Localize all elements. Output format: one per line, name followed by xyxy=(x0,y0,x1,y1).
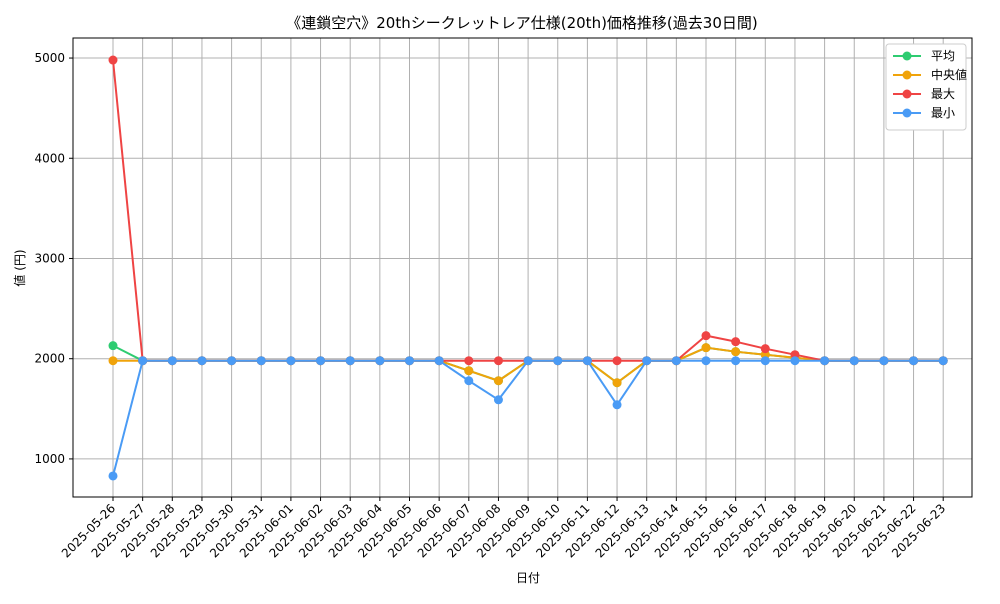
data-point-2 xyxy=(612,356,622,366)
data-point-3 xyxy=(731,356,741,366)
data-point-3 xyxy=(879,356,889,366)
data-point-1 xyxy=(493,376,503,386)
data-point-3 xyxy=(820,356,830,366)
series-group xyxy=(108,55,948,481)
y-tick-label: 4000 xyxy=(34,151,65,165)
legend-marker-1 xyxy=(902,70,912,80)
data-point-3 xyxy=(790,356,800,366)
data-point-3 xyxy=(434,356,444,366)
data-point-2 xyxy=(701,331,711,341)
data-point-2 xyxy=(731,337,741,347)
data-point-1 xyxy=(612,378,622,388)
data-point-3 xyxy=(197,356,207,366)
chart-title: 《連鎖空穴》20thシークレットレア仕様(20th)価格推移(過去30日間) xyxy=(286,14,757,32)
y-tick-label: 1000 xyxy=(34,452,65,466)
data-point-3 xyxy=(227,356,237,366)
data-point-2 xyxy=(493,356,503,366)
legend-marker-2 xyxy=(902,89,912,99)
legend-label: 平均 xyxy=(931,49,955,63)
y-tick-label: 2000 xyxy=(34,352,65,366)
data-point-3 xyxy=(375,356,385,366)
data-point-3 xyxy=(642,356,652,366)
data-point-3 xyxy=(760,356,770,366)
data-point-3 xyxy=(701,356,711,366)
x-axis-label: 日付 xyxy=(516,571,540,585)
legend-label: 最小 xyxy=(931,106,955,120)
data-point-3 xyxy=(523,356,533,366)
data-point-3 xyxy=(553,356,563,366)
data-point-3 xyxy=(938,356,948,366)
data-point-3 xyxy=(464,376,474,386)
data-point-3 xyxy=(345,356,355,366)
y-axis-label: 値 (円) xyxy=(12,249,27,286)
data-point-1 xyxy=(731,347,741,357)
legend-marker-3 xyxy=(902,108,912,118)
legend-label: 中央値 xyxy=(931,67,967,82)
y-tick-label: 5000 xyxy=(34,51,65,65)
data-point-3 xyxy=(316,356,326,366)
data-point-3 xyxy=(138,356,148,366)
data-point-3 xyxy=(405,356,414,366)
data-point-2 xyxy=(464,356,474,366)
data-point-3 xyxy=(612,400,622,410)
data-point-3 xyxy=(909,356,919,366)
grid xyxy=(73,38,972,497)
data-point-3 xyxy=(108,471,118,481)
data-point-1 xyxy=(464,366,474,376)
data-point-3 xyxy=(582,356,592,366)
data-point-3 xyxy=(256,356,266,366)
data-point-3 xyxy=(493,395,503,405)
data-point-1 xyxy=(701,343,711,353)
legend-marker-0 xyxy=(902,51,912,61)
data-point-0 xyxy=(108,341,118,351)
data-point-3 xyxy=(849,356,859,366)
legend-label: 最大 xyxy=(931,87,955,101)
data-point-2 xyxy=(108,55,118,65)
plot-frame xyxy=(72,37,973,498)
legend-box xyxy=(885,43,967,131)
y-axis: 1000 2000 3000 4000 5000 xyxy=(34,51,73,466)
data-point-1 xyxy=(108,356,118,366)
data-point-2 xyxy=(760,344,770,354)
y-tick-label: 3000 xyxy=(34,251,65,265)
data-point-3 xyxy=(286,356,296,366)
data-point-3 xyxy=(671,356,681,366)
data-point-3 xyxy=(167,356,177,366)
